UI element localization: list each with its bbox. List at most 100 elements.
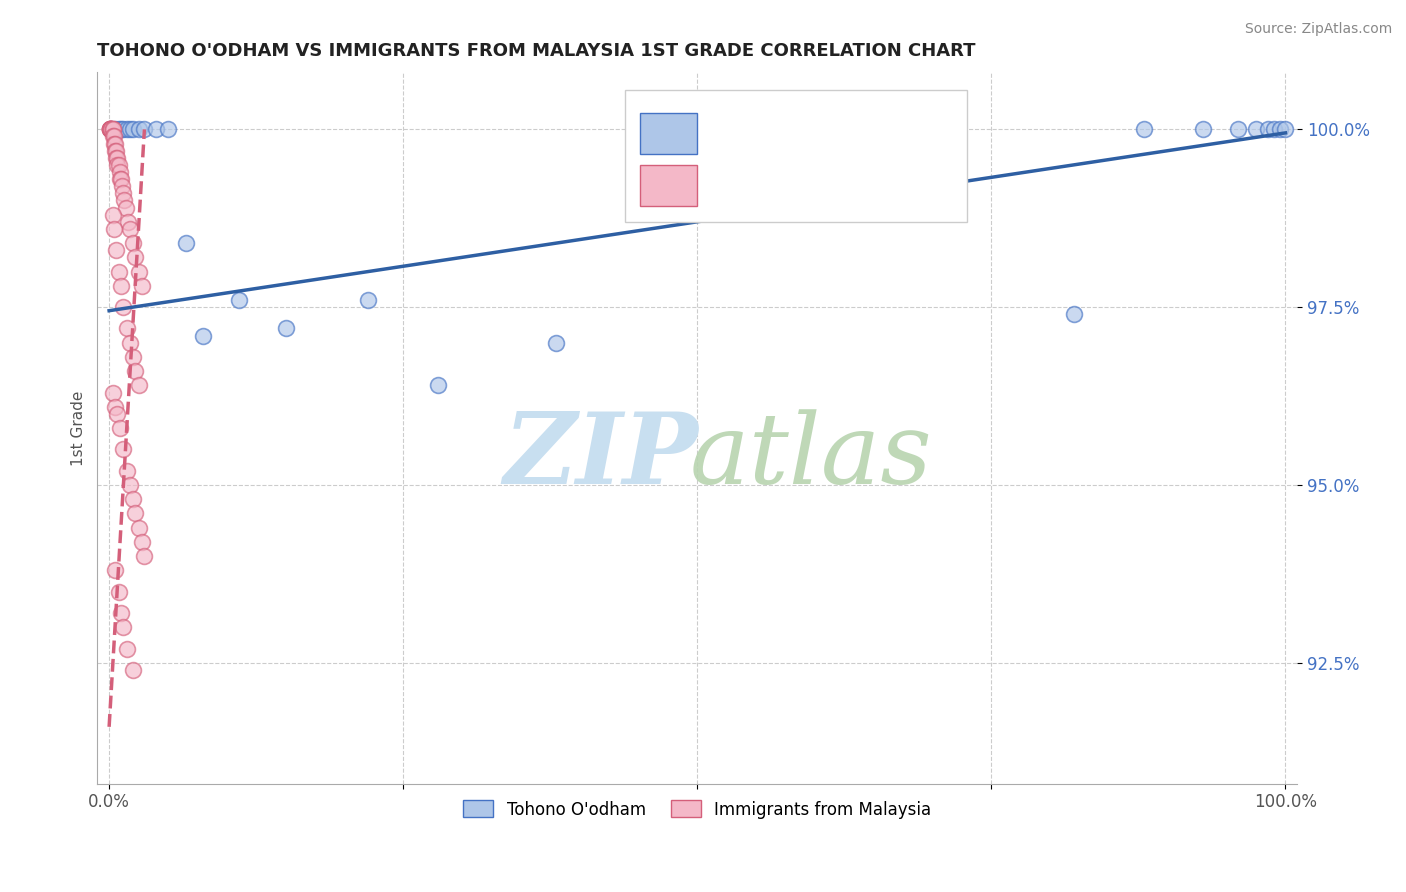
- Point: [104, 122, 127, 136]
- Point: [114, 201, 136, 215]
- Point: [120, 335, 142, 350]
- Point: [105, 144, 128, 158]
- Point: [101, 129, 124, 144]
- Point: [98, 122, 121, 136]
- Point: [193, 328, 215, 343]
- Point: [112, 122, 135, 136]
- Point: [1063, 307, 1085, 321]
- Point: [105, 151, 128, 165]
- Point: [827, 122, 849, 136]
- Point: [121, 236, 143, 251]
- Text: atlas: atlas: [690, 409, 932, 504]
- Point: [1274, 122, 1296, 136]
- FancyBboxPatch shape: [640, 165, 697, 206]
- Point: [100, 122, 122, 136]
- Point: [115, 641, 138, 656]
- Point: [100, 122, 122, 136]
- Point: [121, 663, 143, 677]
- Point: [112, 620, 135, 634]
- Point: [128, 521, 150, 535]
- Point: [124, 507, 146, 521]
- Point: [98, 122, 121, 136]
- Point: [134, 122, 156, 136]
- Point: [110, 606, 132, 620]
- Point: [101, 208, 124, 222]
- Point: [104, 144, 127, 158]
- Point: [115, 464, 138, 478]
- FancyBboxPatch shape: [626, 90, 967, 222]
- Point: [110, 122, 132, 136]
- Text: N = 63: N = 63: [839, 177, 907, 194]
- Point: [945, 122, 967, 136]
- Point: [110, 278, 132, 293]
- Point: [120, 122, 142, 136]
- Point: [104, 563, 127, 577]
- Y-axis label: 1st Grade: 1st Grade: [72, 391, 86, 466]
- Point: [131, 534, 153, 549]
- Point: [1192, 122, 1215, 136]
- Point: [115, 321, 138, 335]
- Text: R =  0.103: R = 0.103: [711, 177, 815, 194]
- Point: [103, 129, 125, 144]
- Point: [1244, 122, 1267, 136]
- Point: [134, 549, 156, 563]
- Point: [107, 264, 129, 278]
- Point: [101, 122, 124, 136]
- Point: [98, 122, 121, 136]
- Point: [103, 136, 125, 151]
- Point: [1133, 122, 1156, 136]
- Point: [108, 165, 131, 179]
- Text: ZIP: ZIP: [503, 409, 699, 505]
- Point: [108, 172, 131, 186]
- Point: [1268, 122, 1291, 136]
- Point: [121, 122, 143, 136]
- Point: [112, 442, 135, 457]
- Point: [121, 350, 143, 364]
- Text: TOHONO O'ODHAM VS IMMIGRANTS FROM MALAYSIA 1ST GRADE CORRELATION CHART: TOHONO O'ODHAM VS IMMIGRANTS FROM MALAYS…: [97, 42, 976, 60]
- Text: N = 30: N = 30: [839, 125, 907, 143]
- Point: [107, 158, 129, 172]
- Point: [104, 136, 127, 151]
- Point: [112, 186, 135, 201]
- Point: [98, 122, 121, 136]
- Point: [98, 122, 121, 136]
- Point: [120, 222, 142, 236]
- Point: [100, 122, 122, 136]
- Point: [124, 364, 146, 378]
- Point: [98, 122, 121, 136]
- Point: [112, 300, 135, 314]
- Text: Source: ZipAtlas.com: Source: ZipAtlas.com: [1244, 22, 1392, 37]
- Point: [120, 478, 142, 492]
- Point: [546, 335, 568, 350]
- Point: [156, 122, 179, 136]
- Point: [112, 194, 135, 208]
- Point: [145, 122, 167, 136]
- Point: [357, 293, 380, 307]
- Point: [131, 278, 153, 293]
- Point: [105, 407, 128, 421]
- Point: [117, 215, 139, 229]
- Point: [174, 236, 197, 251]
- Point: [105, 244, 128, 258]
- Point: [111, 179, 134, 194]
- Legend: Tohono O'odham, Immigrants from Malaysia: Tohono O'odham, Immigrants from Malaysia: [457, 794, 938, 825]
- Text: R = 0.446: R = 0.446: [711, 125, 810, 143]
- Point: [105, 151, 128, 165]
- Point: [100, 122, 122, 136]
- Point: [427, 378, 450, 392]
- Point: [124, 251, 146, 265]
- Point: [110, 172, 132, 186]
- Point: [128, 122, 150, 136]
- Point: [107, 122, 129, 136]
- Point: [228, 293, 250, 307]
- Point: [1227, 122, 1250, 136]
- FancyBboxPatch shape: [640, 113, 697, 154]
- Point: [115, 122, 138, 136]
- Point: [128, 378, 150, 392]
- Point: [1263, 122, 1285, 136]
- Point: [104, 400, 127, 414]
- Point: [103, 222, 125, 236]
- Point: [121, 492, 143, 507]
- Point: [274, 321, 297, 335]
- Point: [101, 385, 124, 400]
